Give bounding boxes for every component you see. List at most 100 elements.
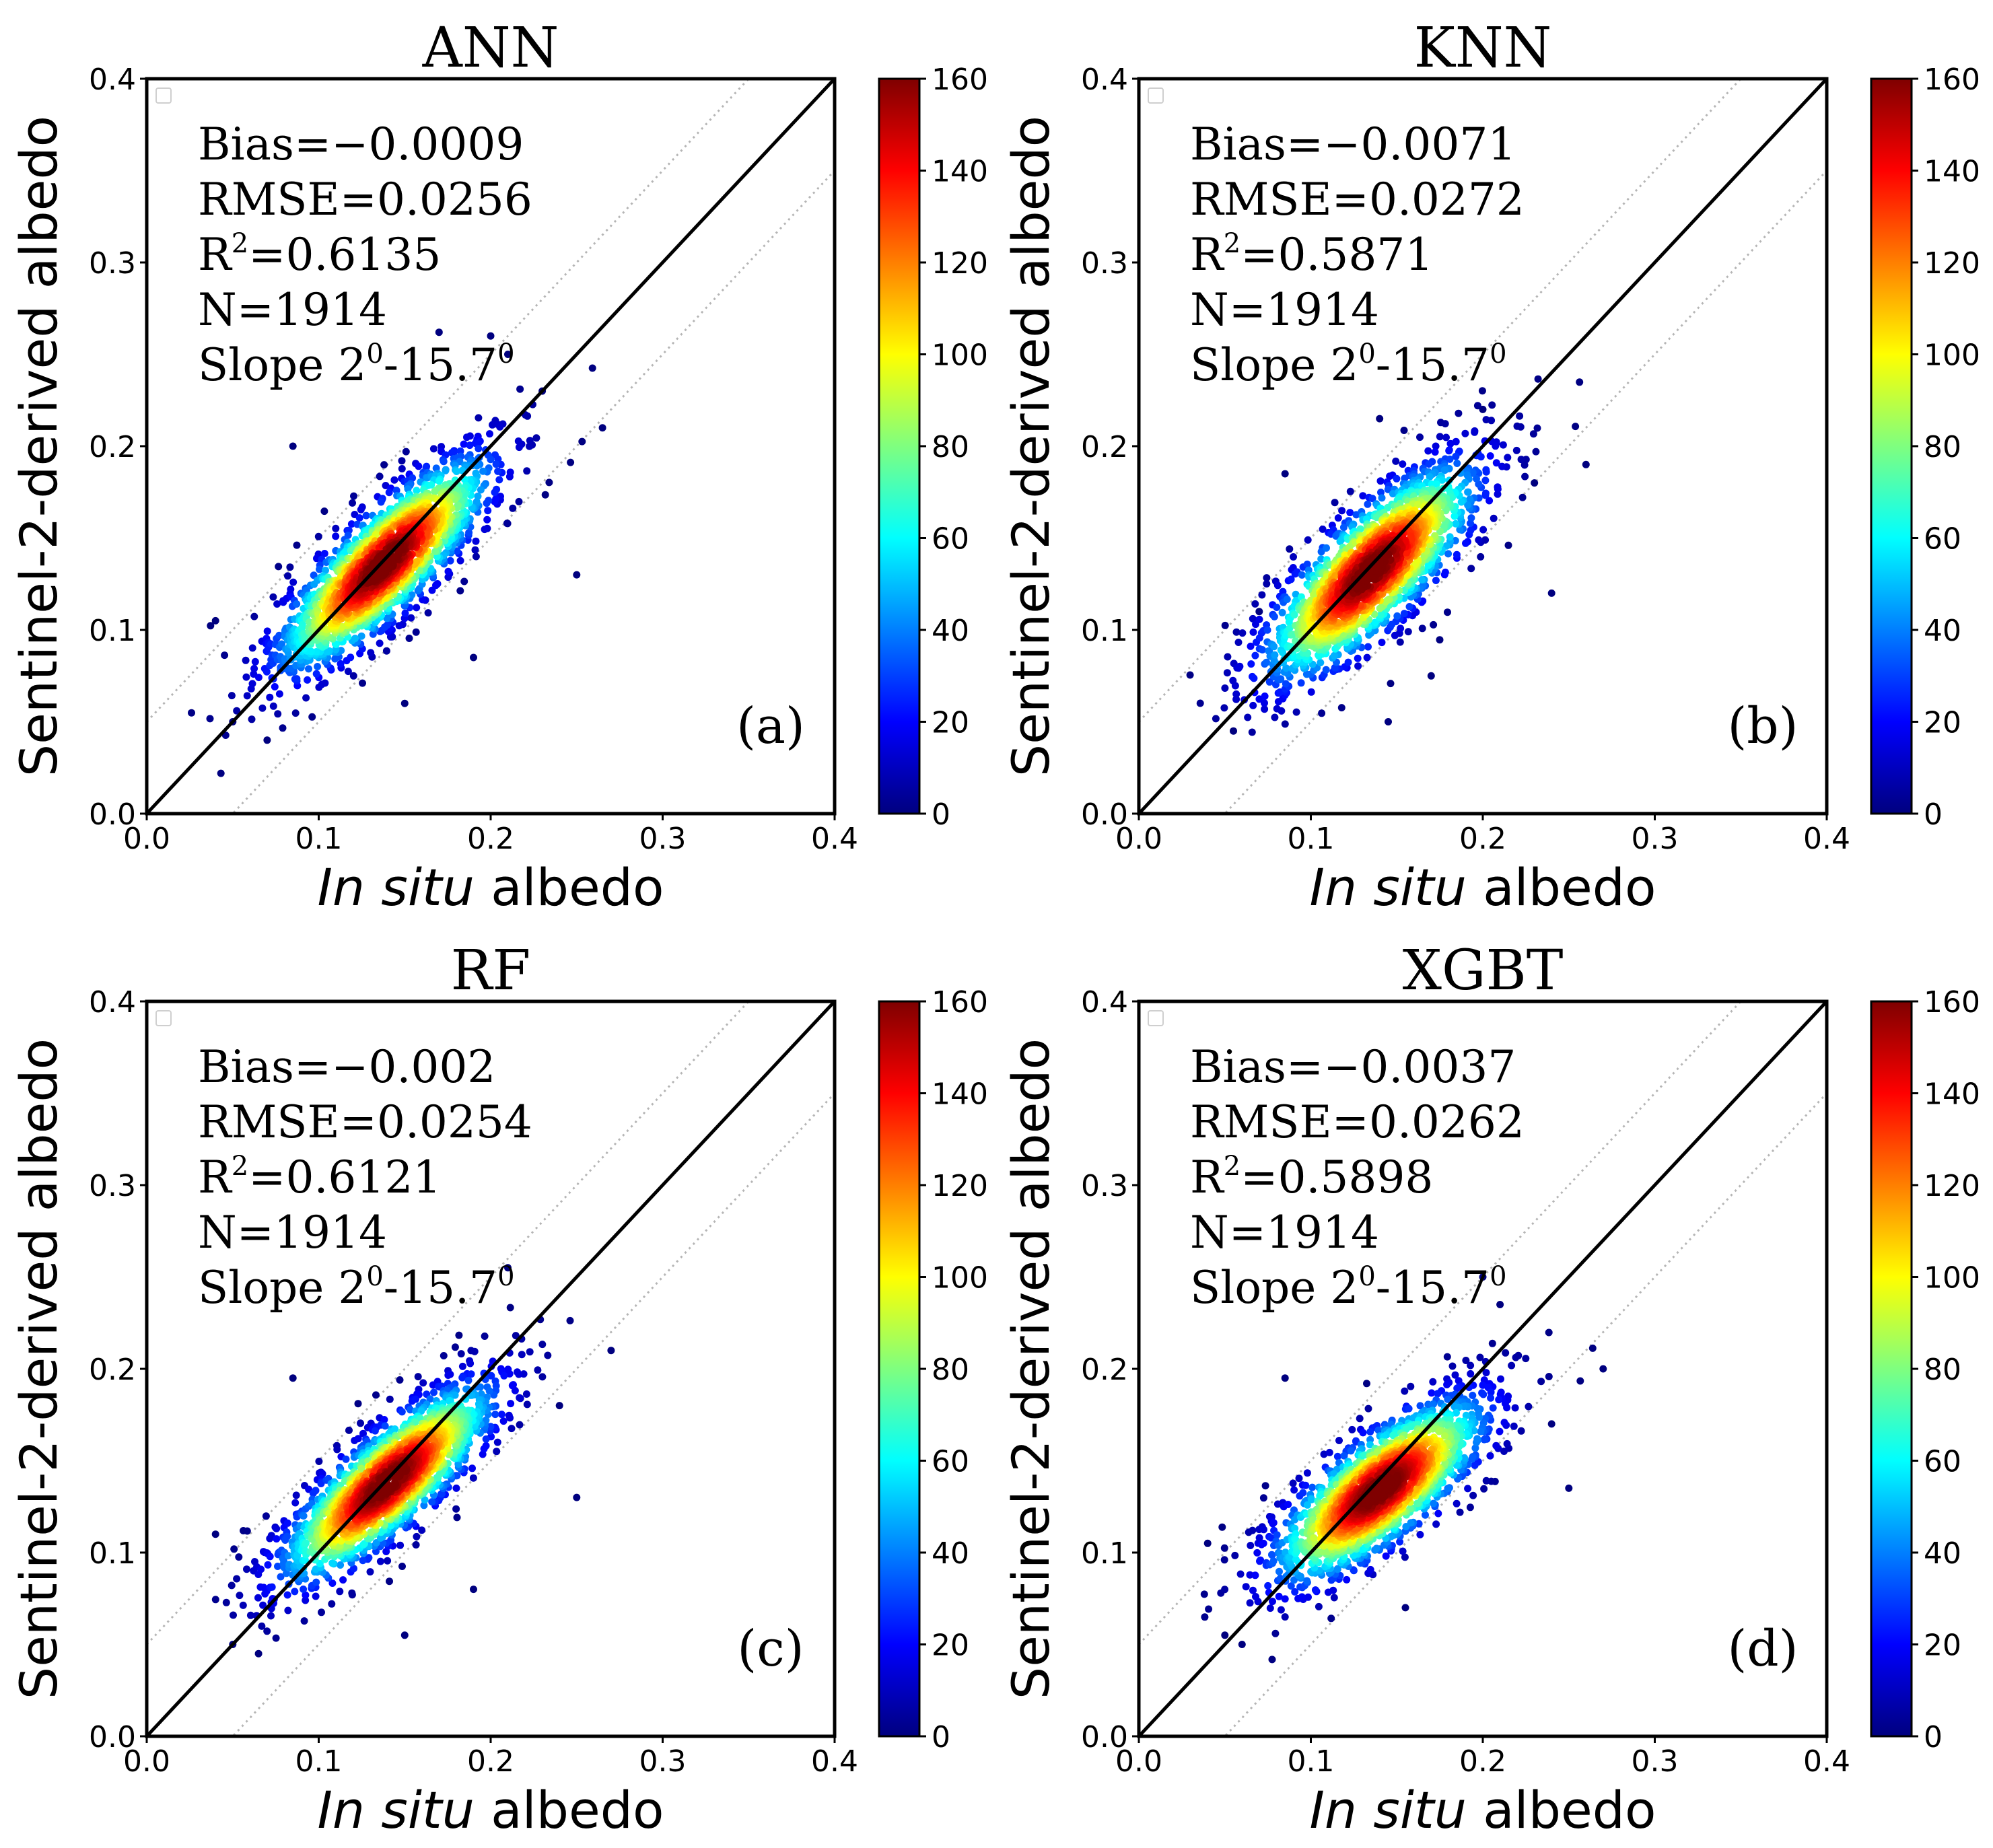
scatter-point bbox=[1467, 514, 1475, 522]
colorbar-tick-label: 40 bbox=[932, 614, 969, 648]
scatter-point bbox=[315, 1458, 323, 1465]
scatter-point bbox=[1547, 589, 1555, 597]
scatter-point bbox=[283, 1532, 291, 1540]
scatter-point bbox=[414, 1373, 422, 1381]
scatter-point bbox=[1283, 596, 1291, 603]
colorbar-tick-label: 160 bbox=[932, 63, 988, 97]
scatter-point bbox=[453, 1514, 461, 1522]
scatter-point bbox=[377, 498, 385, 506]
scatter-point bbox=[463, 433, 470, 441]
scatter-point bbox=[243, 1565, 250, 1573]
scatter-point bbox=[1286, 545, 1294, 553]
scatter-point bbox=[454, 502, 461, 510]
scatter-point bbox=[491, 1411, 499, 1419]
x-axis-label-rest: albedo bbox=[1467, 857, 1656, 917]
scatter-point bbox=[298, 623, 306, 631]
scatter-point bbox=[1457, 498, 1465, 506]
scatter-point bbox=[432, 581, 440, 590]
scatter-point bbox=[289, 442, 297, 450]
scatter-point bbox=[1376, 604, 1384, 612]
y-axis-label: Sentinel-2-derived albedo bbox=[9, 116, 69, 777]
scatter-point bbox=[269, 702, 277, 710]
scatter-point bbox=[482, 1442, 490, 1450]
x-axis-label-italic: In situ bbox=[1309, 857, 1466, 917]
colorbar-tick-label: 0 bbox=[932, 797, 950, 832]
scatter-point bbox=[376, 639, 384, 647]
scatter-point bbox=[293, 1552, 302, 1560]
scatter-point bbox=[317, 1480, 325, 1487]
scatter-point bbox=[483, 499, 491, 507]
scatter-point bbox=[471, 546, 479, 554]
scatter-point bbox=[1456, 526, 1464, 534]
colorbar-tick-label: 140 bbox=[932, 155, 988, 189]
scatter-point bbox=[1247, 642, 1255, 650]
scatter-point bbox=[1444, 608, 1451, 616]
scatter-point bbox=[1330, 651, 1338, 660]
scatter-point bbox=[293, 675, 301, 683]
scatter-point bbox=[1499, 441, 1507, 449]
scatter-point bbox=[456, 587, 464, 595]
scatter-point bbox=[518, 1351, 526, 1359]
scatter-point bbox=[492, 460, 500, 468]
scatter-point bbox=[1255, 695, 1263, 703]
scatter-point bbox=[452, 1505, 460, 1513]
scatter-point bbox=[418, 1526, 426, 1534]
colorbar-tick-label: 40 bbox=[1924, 614, 1961, 648]
scatter-point bbox=[1532, 448, 1540, 456]
scatter-point bbox=[339, 1576, 347, 1584]
stat-slope-mid: -15.7 bbox=[384, 339, 497, 391]
scatter-point bbox=[506, 468, 514, 476]
scatter-point bbox=[336, 1588, 344, 1596]
scatter-point bbox=[494, 467, 502, 475]
scatter-point bbox=[1407, 532, 1415, 540]
scatter-point bbox=[440, 1352, 448, 1359]
scatter-point bbox=[273, 1535, 281, 1543]
scatter-point bbox=[1261, 692, 1269, 700]
scatter-point bbox=[506, 1304, 514, 1312]
scatter-point bbox=[359, 1557, 367, 1565]
scatter-point bbox=[1372, 513, 1380, 522]
colorbar-tick-label: 100 bbox=[1924, 339, 1980, 373]
y-axis-label: Sentinel-2-derived albedo bbox=[1001, 116, 1061, 777]
scatter-point bbox=[1232, 690, 1240, 698]
scatter-point bbox=[514, 437, 522, 445]
scatter-point bbox=[442, 466, 450, 474]
scatter-point bbox=[380, 461, 388, 469]
scatter-point bbox=[532, 434, 540, 442]
scatter-point bbox=[440, 458, 448, 466]
scatter-point bbox=[230, 1611, 237, 1619]
scatter-point bbox=[322, 567, 329, 574]
scatter-point bbox=[1430, 620, 1438, 629]
scatter-point bbox=[516, 1394, 524, 1402]
scatter-point bbox=[338, 623, 346, 631]
scatter-point bbox=[381, 1422, 389, 1430]
scatter-point bbox=[348, 1589, 356, 1597]
scatter-point bbox=[1231, 682, 1239, 690]
scatter-points bbox=[1186, 375, 1590, 736]
scatter-point bbox=[355, 514, 363, 522]
scatter-point bbox=[289, 1374, 297, 1382]
x-tick-label: 0.3 bbox=[1632, 822, 1679, 856]
scatter-point bbox=[314, 532, 322, 540]
scatter-point bbox=[1442, 433, 1450, 441]
scatter-point bbox=[1486, 452, 1494, 460]
scatter-point bbox=[1393, 612, 1401, 620]
scatter-point bbox=[470, 1347, 479, 1355]
scatter-point bbox=[396, 1376, 404, 1384]
scatter-point bbox=[376, 1534, 384, 1542]
scatter-point bbox=[1364, 643, 1372, 651]
scatter-point bbox=[493, 1438, 501, 1446]
colorbar-tick-label: 20 bbox=[1924, 706, 1961, 740]
scatter-point bbox=[479, 467, 487, 475]
stat-r2-superscript: 2 bbox=[1224, 228, 1240, 259]
scatter-point bbox=[258, 704, 267, 712]
scatter-point bbox=[1224, 653, 1232, 661]
colorbar-tick-label: 60 bbox=[1924, 522, 1961, 557]
x-axis-label-italic: In situ bbox=[317, 857, 474, 917]
scatter-point bbox=[376, 472, 384, 481]
scatter-point bbox=[419, 596, 427, 604]
scatter-point bbox=[1376, 477, 1385, 485]
scatter-point bbox=[504, 351, 512, 358]
scatter-point bbox=[1250, 674, 1258, 682]
